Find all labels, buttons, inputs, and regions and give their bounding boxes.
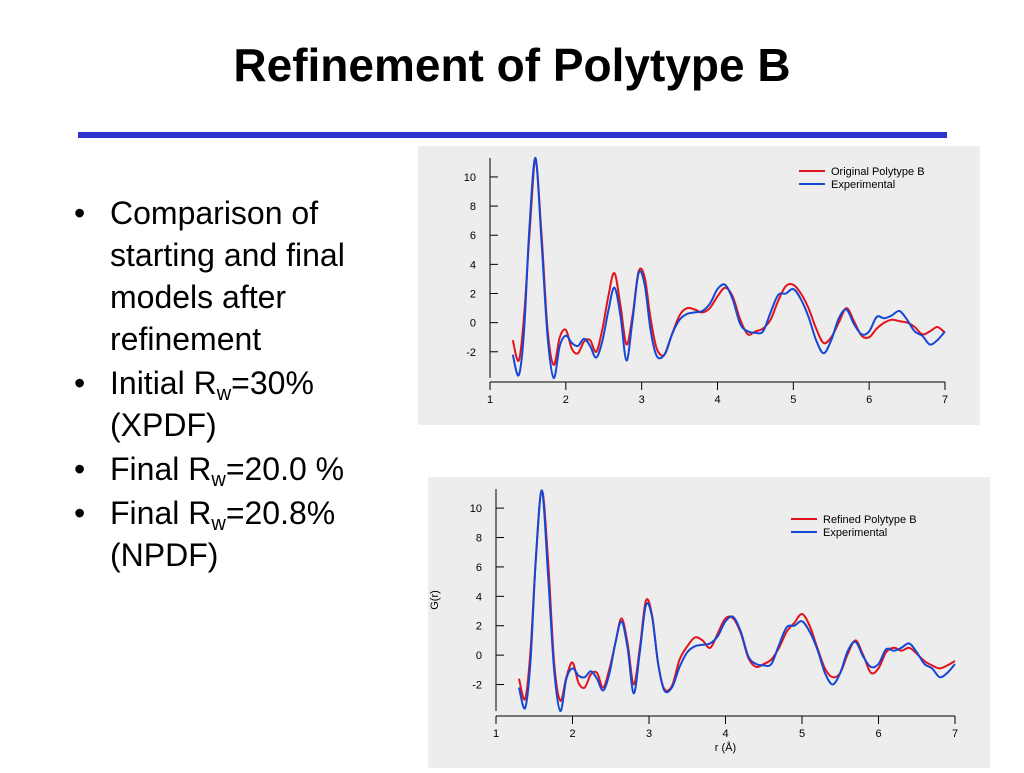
y-tick-label: -2: [466, 347, 476, 359]
x-tick-label: 6: [875, 728, 881, 740]
series-line: [518, 489, 956, 713]
x-tick-label: 1: [487, 394, 493, 406]
y-tick-label: -2: [472, 680, 482, 692]
y-tick-label: 10: [470, 503, 482, 515]
bullet-dot-icon: •: [74, 365, 86, 401]
bullet-dot-icon: •: [74, 195, 86, 231]
y-tick-label: 4: [476, 591, 482, 603]
x-tick-label: 5: [790, 394, 796, 406]
bullet-text-post: =20.8% (NPDF): [110, 495, 336, 573]
bullet-text: Comparison of starting and final models …: [110, 195, 345, 357]
bullet-item: • Comparison of starting and final model…: [74, 192, 414, 360]
bullet-dot-icon: •: [74, 495, 86, 531]
series-line: [511, 156, 946, 380]
legend-label: Experimental: [823, 527, 887, 539]
bullet-text-sub: w: [211, 513, 226, 535]
bullet-item: • Final Rw=20.0 %: [74, 448, 414, 490]
y-tick-label: 8: [470, 201, 476, 213]
x-tick-label: 1: [493, 728, 499, 740]
legend-label: Refined Polytype B: [823, 514, 917, 526]
x-tick-label: 7: [952, 728, 958, 740]
bullet-text-post: =20.0 %: [225, 451, 345, 487]
bullet-text-post: =30% (XPDF): [110, 365, 314, 443]
bullet-item: • Initial Rw=30% (XPDF): [74, 362, 414, 446]
y-tick-label: 0: [476, 650, 482, 662]
x-tick-label: 5: [799, 728, 805, 740]
legend-label: Original Polytype B: [831, 166, 925, 178]
title-underline: [78, 132, 947, 138]
bullet-item: • Final Rw=20.8% (NPDF): [74, 492, 414, 576]
y-tick-label: 4: [470, 259, 476, 271]
bullet-text-sub: w: [216, 383, 232, 405]
x-tick-label: 2: [569, 728, 575, 740]
chart-panel-original: -2 0 2 4 6 8 10 1 2 3 4 5 6 7 Original Polytype B Exper…: [418, 146, 980, 425]
legend-label: Experimental: [831, 179, 895, 191]
x-tick-label: 7: [942, 394, 948, 406]
bullet-text-sub: w: [211, 469, 226, 491]
x-tick-label: 4: [722, 728, 728, 740]
chart-panel-refined: -2 0 2 4 6 8 10 1 2 3 4 5 6 7 r (Å) G(r) Refined Polytyp…: [428, 477, 990, 768]
y-tick-label: 6: [476, 562, 482, 574]
bullet-list: • Comparison of starting and final model…: [74, 192, 414, 578]
bullet-dot-icon: •: [74, 451, 86, 487]
bullet-text-pre: Final R: [110, 495, 212, 531]
y-axis-label: G(r): [429, 590, 441, 610]
y-tick-label: 8: [476, 533, 482, 545]
x-axis-label: r (Å): [715, 741, 736, 754]
x-tick-label: 3: [646, 728, 652, 740]
x-tick-label: 6: [866, 394, 872, 406]
bullet-text-pre: Initial R: [110, 365, 217, 401]
y-tick-label: 2: [470, 288, 476, 300]
y-tick-label: 6: [470, 230, 476, 242]
y-tick-label: 2: [476, 621, 482, 633]
x-tick-label: 3: [639, 394, 645, 406]
bullet-text-pre: Final R: [110, 451, 212, 487]
x-tick-label: 4: [714, 394, 720, 406]
y-tick-label: 10: [464, 172, 476, 184]
slide-title: Refinement of Polytype B: [233, 39, 791, 91]
series-line: [511, 161, 946, 366]
y-tick-label: 0: [470, 318, 476, 330]
x-tick-label: 2: [563, 394, 569, 406]
